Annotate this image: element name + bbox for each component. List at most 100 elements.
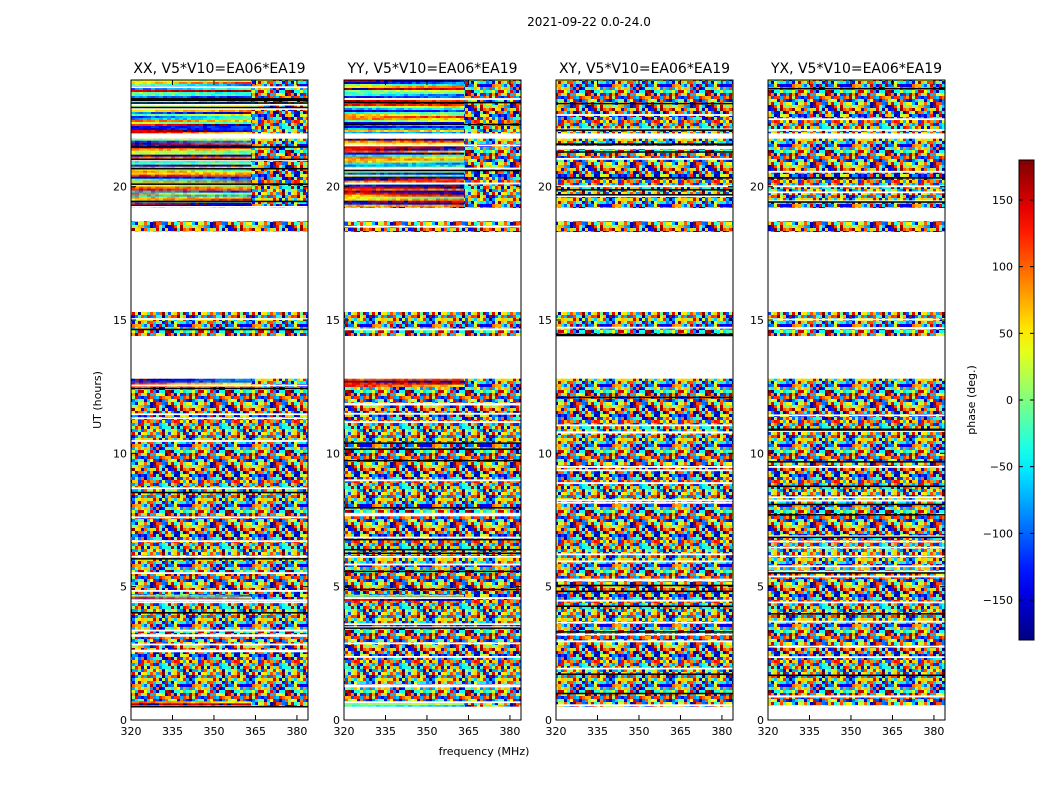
gap-line bbox=[556, 466, 733, 468]
flag-line bbox=[131, 106, 308, 109]
heatmap-image bbox=[131, 80, 308, 720]
flag-line bbox=[768, 503, 945, 506]
x-tick-label: 365 bbox=[670, 725, 691, 738]
gap-line bbox=[768, 546, 945, 549]
gap-line bbox=[768, 645, 945, 648]
gap-line bbox=[768, 496, 945, 499]
flag-line bbox=[768, 428, 945, 431]
flag-line bbox=[131, 183, 308, 185]
y-tick-label: 15 bbox=[538, 314, 552, 327]
gap-line bbox=[556, 621, 733, 624]
x-tick-label: 335 bbox=[799, 725, 820, 738]
y-tick-label: 5 bbox=[545, 581, 552, 594]
gap-line bbox=[556, 640, 733, 643]
flag-line bbox=[556, 590, 733, 593]
gap-line bbox=[131, 206, 308, 208]
gap-line bbox=[556, 560, 733, 563]
gap-line bbox=[556, 501, 733, 504]
flag-line bbox=[768, 177, 945, 179]
gap-line bbox=[768, 170, 945, 173]
flag-line bbox=[556, 143, 733, 146]
gap-line bbox=[556, 195, 733, 197]
y-tick-label: 20 bbox=[326, 181, 340, 194]
flag-line bbox=[556, 673, 733, 675]
flagged-gap bbox=[556, 706, 733, 720]
flagged-gap bbox=[344, 232, 521, 312]
axes-frame bbox=[767, 79, 946, 721]
colorbar-label: phase (deg.) bbox=[965, 365, 978, 435]
flagged-gap bbox=[344, 336, 521, 379]
y-tick-label: 10 bbox=[326, 447, 340, 460]
flag-line bbox=[344, 627, 521, 629]
gap-line bbox=[131, 572, 308, 574]
flag-line bbox=[131, 558, 308, 560]
y-tick-label: 10 bbox=[538, 447, 552, 460]
colorbar-tick-label: −100 bbox=[983, 527, 1013, 540]
coherent-band bbox=[131, 138, 252, 207]
y-tick-label: 0 bbox=[120, 714, 127, 727]
heatmap-panel-3: XY, V5*V10=EA06*EA19 320 335 350 365 380 0 5 10 1… bbox=[538, 61, 734, 738]
gap-line bbox=[131, 601, 308, 604]
gap-line bbox=[768, 414, 945, 417]
flagged-gap bbox=[131, 208, 308, 222]
x-tick-label: 365 bbox=[458, 725, 479, 738]
flag-line bbox=[131, 200, 308, 203]
gap-line bbox=[768, 499, 945, 502]
gap-line bbox=[556, 599, 733, 602]
gap-line bbox=[768, 118, 945, 121]
panel-title: XY, V5*V10=EA06*EA19 bbox=[559, 61, 730, 77]
flag-line bbox=[131, 705, 308, 708]
flag-line bbox=[344, 101, 521, 104]
gap-line bbox=[768, 695, 945, 698]
x-tick-label: 365 bbox=[245, 725, 266, 738]
x-tick-label: 350 bbox=[840, 725, 861, 738]
flag-line bbox=[131, 158, 308, 161]
coherent-band bbox=[344, 138, 465, 207]
gap-line bbox=[131, 540, 308, 543]
gap-line bbox=[556, 704, 733, 707]
x-tick-label: 335 bbox=[375, 725, 396, 738]
gap-line bbox=[344, 626, 521, 629]
gap-line bbox=[131, 555, 308, 558]
y-tick-label: 15 bbox=[326, 314, 340, 327]
gap-line bbox=[131, 318, 308, 320]
heatmap-panel-2: YY, V5*V10=EA06*EA19 320 335 350 365 380 0 5 10 1… bbox=[326, 61, 522, 738]
heatmap-image bbox=[768, 80, 945, 720]
flag-line bbox=[556, 396, 733, 399]
gap-line bbox=[344, 685, 521, 688]
y-tick-label: 0 bbox=[333, 714, 340, 727]
panel-title: YX, V5*V10=EA06*EA19 bbox=[770, 61, 942, 77]
flag-line bbox=[131, 98, 308, 100]
x-tick-label: 380 bbox=[923, 725, 944, 738]
heatmap-image bbox=[556, 80, 733, 720]
x-tick-label: 380 bbox=[286, 725, 307, 738]
gap-line bbox=[344, 701, 521, 704]
flagged-gap bbox=[131, 133, 308, 139]
x-tick-label: 320 bbox=[546, 725, 567, 738]
gap-line bbox=[556, 499, 733, 502]
gap-line bbox=[131, 599, 308, 602]
flagged-gap bbox=[344, 133, 521, 139]
figure-xlabel: frequency (MHz) bbox=[439, 745, 530, 758]
colorbar-tick-label: 150 bbox=[992, 194, 1013, 207]
gap-line bbox=[556, 114, 733, 116]
gap-line bbox=[131, 231, 308, 234]
flag-line bbox=[556, 129, 733, 131]
gap-line bbox=[556, 469, 733, 472]
flag-line bbox=[768, 536, 945, 539]
flag-line bbox=[344, 552, 521, 555]
gap-line bbox=[344, 144, 521, 147]
gap-line bbox=[344, 167, 521, 170]
axes-frame bbox=[555, 79, 734, 721]
x-tick-label: 365 bbox=[882, 725, 903, 738]
phase-noise-region bbox=[768, 80, 945, 720]
flagged-gap bbox=[768, 133, 945, 139]
gap-line bbox=[344, 479, 521, 482]
gap-line bbox=[344, 421, 521, 423]
flagged-gap bbox=[344, 706, 521, 720]
flag-line bbox=[556, 692, 733, 695]
gap-line bbox=[344, 684, 521, 687]
y-tick-label: 5 bbox=[333, 581, 340, 594]
gap-line bbox=[131, 413, 308, 416]
panel-title: XX, V5*V10=EA06*EA19 bbox=[133, 61, 305, 77]
